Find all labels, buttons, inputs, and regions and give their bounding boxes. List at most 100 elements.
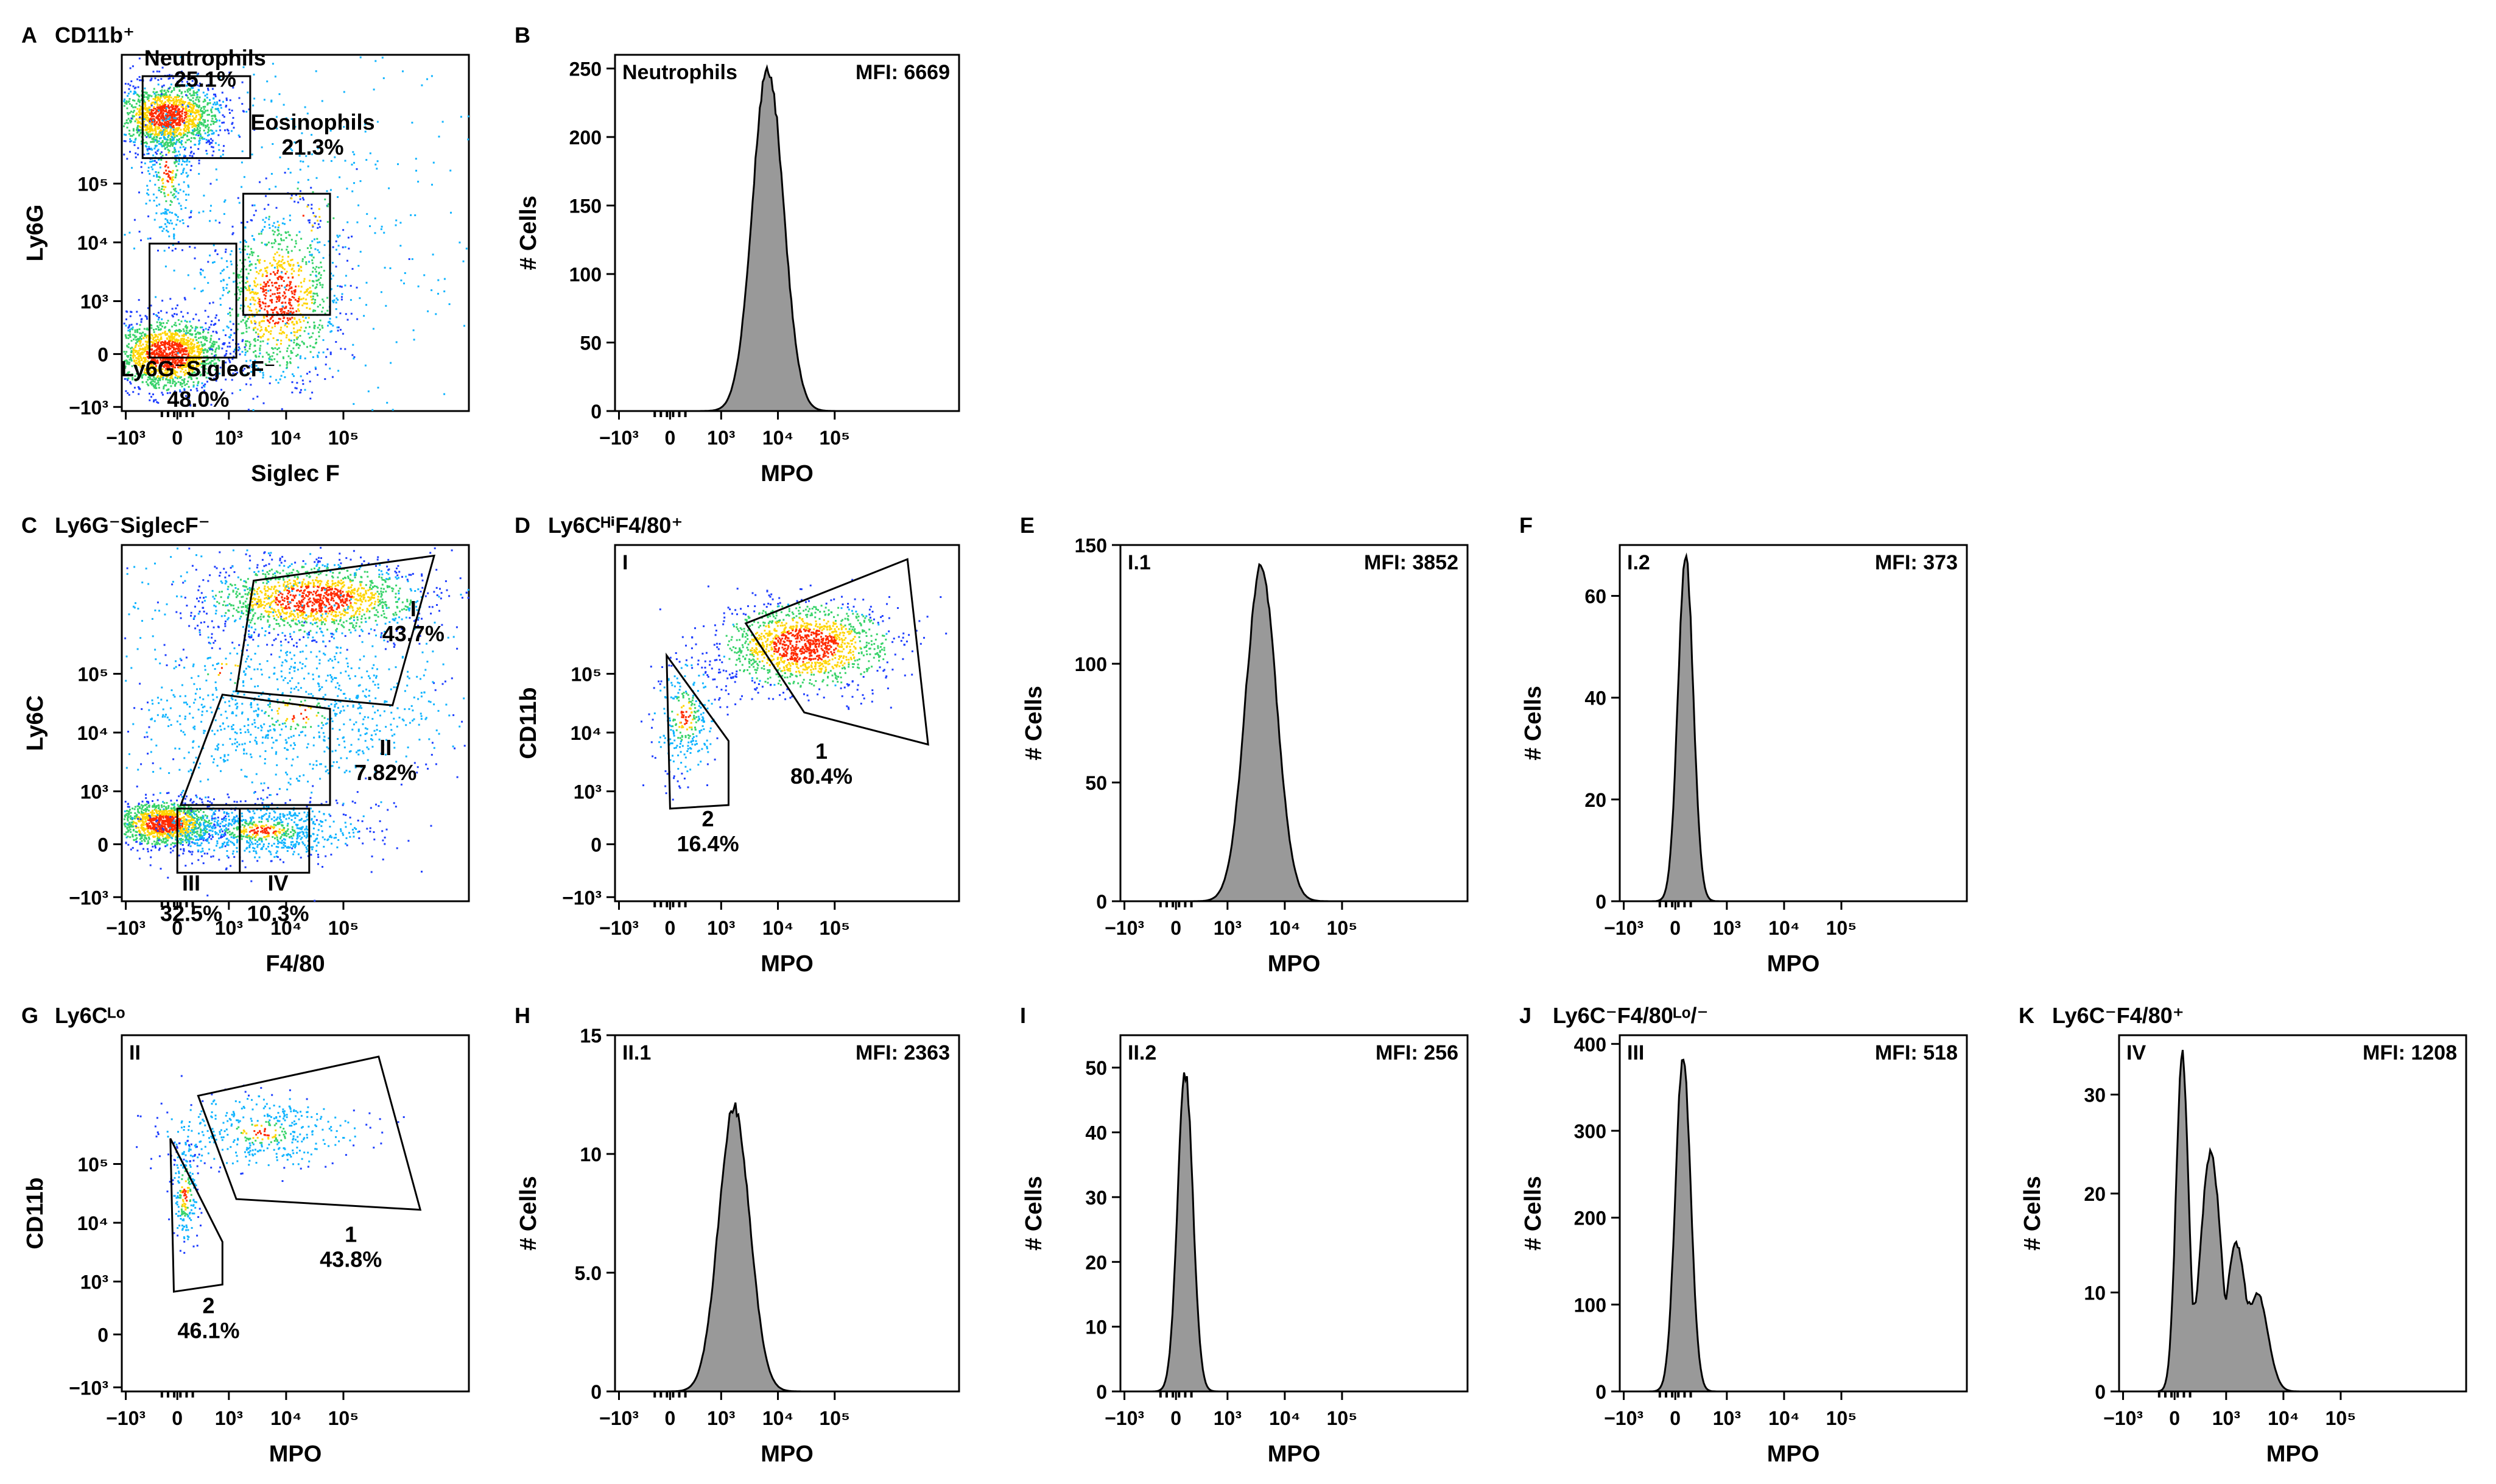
event-dot	[198, 162, 200, 164]
event-dot	[181, 359, 184, 362]
event-dot	[134, 336, 136, 339]
event-dot	[214, 375, 217, 377]
event-dot	[309, 254, 311, 256]
event-dot	[174, 155, 177, 157]
event-dot	[308, 222, 311, 223]
event-dot	[130, 90, 132, 93]
event-dot	[292, 373, 294, 376]
event-dot	[146, 153, 149, 155]
event-dot	[136, 108, 139, 110]
event-dot	[278, 287, 281, 289]
event-dot	[160, 102, 163, 104]
event-dot	[267, 325, 270, 328]
event-dot	[139, 109, 141, 111]
x-tick-label: −10³	[106, 917, 146, 939]
event-dot	[331, 636, 333, 638]
event-dot	[306, 205, 309, 208]
event-dot	[273, 267, 276, 269]
event-dot	[181, 121, 184, 123]
event-dot	[219, 367, 222, 369]
event-dot	[310, 186, 312, 189]
event-dot	[386, 401, 388, 404]
event-dot	[156, 106, 158, 108]
event-dot	[306, 307, 308, 309]
event-dot	[272, 337, 275, 339]
event-dot	[200, 107, 203, 110]
x-axis-label: MPO	[761, 461, 814, 487]
event-dot	[224, 622, 227, 625]
event-dot	[189, 348, 191, 350]
event-dot	[185, 194, 188, 196]
event-dot	[228, 336, 230, 338]
event-dot	[157, 379, 159, 382]
event-dot	[360, 563, 363, 565]
event-dot	[165, 173, 167, 175]
event-dot	[127, 346, 130, 348]
event-dot	[253, 571, 256, 573]
event-dot	[220, 389, 222, 391]
event-dot	[216, 253, 219, 255]
event-dot	[180, 311, 183, 313]
event-dot	[438, 135, 440, 138]
event-dot	[217, 144, 220, 146]
event-dot	[163, 374, 165, 376]
event-dot	[153, 366, 156, 368]
event-dot	[276, 251, 278, 253]
event-dot	[132, 378, 134, 381]
event-dot	[301, 340, 303, 343]
event-dot	[172, 125, 175, 127]
event-dot	[296, 382, 298, 384]
event-dot	[336, 297, 338, 300]
event-dot	[353, 153, 356, 156]
event-dot	[272, 615, 275, 617]
event-dot	[135, 102, 138, 105]
event-dot	[140, 122, 142, 125]
event-dot	[248, 289, 251, 291]
event-dot	[332, 300, 334, 302]
event-dot	[199, 371, 201, 373]
event-dot	[294, 245, 296, 248]
event-dot	[207, 331, 209, 334]
event-dot	[196, 110, 199, 113]
event-dot	[310, 247, 312, 249]
event-dot	[181, 96, 183, 98]
y-tick-label: 0	[97, 343, 108, 365]
event-dot	[204, 121, 206, 123]
event-dot	[214, 93, 216, 96]
event-dot	[269, 382, 271, 384]
event-dot	[190, 216, 192, 218]
event-dot	[130, 375, 132, 377]
event-dot	[202, 362, 203, 365]
event-dot	[286, 317, 289, 320]
event-dot	[164, 340, 166, 343]
histogram-area	[615, 64, 959, 412]
event-dot	[280, 234, 283, 236]
event-dot	[252, 298, 255, 301]
event-dot	[301, 197, 304, 199]
event-dot	[229, 320, 231, 323]
event-dot	[205, 362, 208, 365]
event-dot	[127, 337, 130, 339]
event-dot	[173, 324, 175, 326]
event-dot	[174, 361, 176, 364]
event-dot	[144, 340, 147, 343]
event-dot	[209, 124, 212, 126]
event-dot	[185, 326, 187, 328]
event-dot	[129, 138, 132, 140]
event-dot	[171, 185, 174, 188]
event-dot	[343, 91, 345, 93]
event-dot	[174, 213, 177, 216]
event-dot	[168, 114, 171, 117]
event-dot	[414, 590, 417, 592]
event-dot	[164, 213, 166, 215]
event-dot	[209, 183, 212, 185]
event-dot	[170, 332, 172, 335]
event-dot	[272, 351, 275, 354]
event-dot	[215, 168, 217, 171]
event-dot	[173, 130, 175, 132]
event-dot	[295, 344, 298, 346]
event-dot	[189, 320, 191, 323]
event-dot	[377, 596, 379, 598]
event-dot	[266, 644, 269, 646]
event-dot	[171, 126, 174, 128]
